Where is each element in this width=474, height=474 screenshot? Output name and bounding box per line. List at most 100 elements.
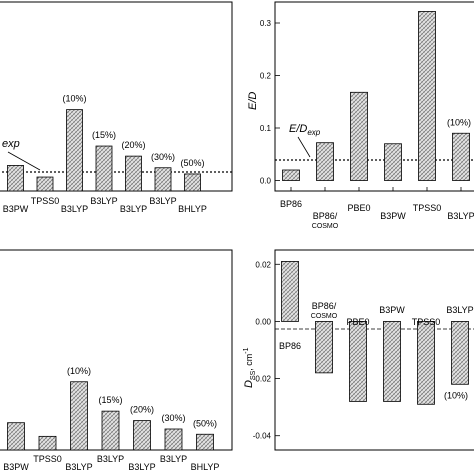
bottom-right-y-ticks: 0.02 0.00 -0.02 -0.04 (253, 260, 280, 441)
top-right-reference-arrow (297, 136, 311, 158)
top-left-bar-label: (15%) (92, 130, 116, 140)
bottom-right-category-label: BP86 (279, 341, 301, 351)
top-left-bar (154, 167, 172, 192)
bottom-left-bar (38, 435, 57, 451)
top-left-category-label: TPSS0 (31, 196, 60, 206)
panel-top-right: 0.0 0.1 0.2 0.3 BP86 BP86/COSMO PBE0 B3PW TPSS0… (247, 1, 474, 230)
bottom-left-bar-label: (20%) (130, 405, 154, 415)
top-left-bar-label: (50%) (180, 158, 204, 168)
bottom-right-bar-labels: (10%) (444, 390, 468, 400)
top-left-bar (125, 155, 142, 192)
bottom-right-y-tick-label: -0.04 (253, 432, 272, 441)
top-right-category-labels: BP86 BP86/COSMO PBE0 B3PW TPSS0 B3LYP (280, 199, 474, 230)
bottom-left-category-label: B3PW (3, 462, 29, 472)
top-right-category-label: B3PW (380, 211, 406, 221)
bottom-right-category-label: PBE0 (346, 317, 369, 327)
top-right-category-label: PBE0 (347, 203, 370, 213)
top-left-category-label: B3LYP (90, 196, 117, 206)
bottom-right-y-tick-label: 0.00 (255, 317, 271, 326)
bottom-left-category-label: B3LYP (65, 462, 92, 472)
bottom-left-bar (164, 428, 183, 451)
top-left-bar (7, 165, 24, 192)
bottom-right-y-tick-label: -0.02 (253, 375, 272, 384)
top-left-category-label: B3PW (3, 204, 29, 214)
bottom-right-y-tick-label: 0.02 (255, 260, 271, 269)
top-left-bar (36, 176, 54, 192)
top-right-bar-label: (10%) (447, 117, 471, 127)
bottom-right-bar-label: (10%) (444, 390, 468, 400)
bottom-left-bar-label: (15%) (98, 395, 122, 405)
top-left-bar (184, 173, 201, 192)
bottom-left-category-label: B3LYP (160, 454, 187, 464)
top-right-bar (384, 143, 402, 181)
top-right-category-label: BP86/ (313, 211, 338, 221)
bottom-left-bar (101, 410, 120, 451)
top-left-category-label: B3LYP (120, 204, 147, 214)
top-right-category-label: BP86 (280, 199, 302, 209)
top-left-bar-label: (30%) (151, 152, 175, 162)
bottom-left-category-label: BHLYP (191, 462, 220, 472)
top-right-category-label: B3LYP (447, 211, 474, 221)
top-right-bar-labels: (10%) (447, 117, 471, 127)
top-left-bar-labels: (10%) (15%) (20%) (30%) (50%) (62, 94, 204, 168)
top-right-y-axis-label: E/D (247, 92, 259, 110)
top-left-bar (95, 145, 113, 192)
top-right-y-tick-label: 0.2 (260, 72, 272, 81)
bottom-left-category-label: B3LYP (128, 462, 155, 472)
top-left-reference-label: exp (2, 138, 20, 150)
top-right-y-tick-label: 0.1 (260, 124, 272, 133)
bottom-left-bar-label: (50%) (193, 418, 217, 428)
bottom-right-bar (383, 321, 401, 402)
bottom-right-bar (451, 321, 469, 385)
bottom-right-category-sublabel: COSMO (311, 313, 338, 320)
top-left-bar-label: (10%) (62, 94, 86, 104)
top-right-axes-frame (274, 1, 474, 192)
top-right-x-ticks (290, 187, 462, 191)
bottom-left-category-label: TPSS0 (33, 454, 62, 464)
bottom-left-bar (133, 420, 151, 451)
bottom-left-bars (7, 381, 214, 451)
top-left-category-label: B3LYP (61, 204, 88, 214)
bottom-left-bar (7, 422, 25, 451)
top-right-y-tick-label: 0.3 (260, 19, 272, 28)
top-right-bars (282, 11, 470, 181)
top-right-y-ticks: 0.0 0.1 0.2 0.3 (260, 19, 280, 186)
bottom-right-y-axis-label: DSS, cm-1 (243, 347, 257, 388)
top-left-reference-arrow (7, 151, 41, 171)
top-left-bars (7, 109, 201, 192)
bottom-right-bar (349, 321, 367, 402)
top-right-bar (316, 142, 334, 181)
bottom-right-bars (281, 261, 469, 405)
bottom-right-category-label: BP86/ (312, 301, 337, 311)
top-left-axes-frame (0, 1, 233, 192)
bottom-right-axes-frame (274, 249, 474, 451)
panel-bottom-right: 0.02 0.00 -0.02 -0.04 BP86 BP86/COSMO PBE0 B3P… (243, 249, 474, 451)
bottom-right-bar (281, 261, 299, 322)
top-left-bar-label: (20%) (121, 140, 145, 150)
bottom-left-bar (196, 433, 214, 451)
top-right-bar (282, 169, 300, 181)
bottom-left-bar (70, 381, 88, 451)
bottom-right-bar (417, 321, 435, 405)
top-left-category-label: B3LYP (149, 196, 176, 206)
bottom-left-bar-labels: (10%) (15%) (20%) (30%) (50%) (67, 366, 217, 429)
bottom-right-category-label: B3PW (379, 305, 405, 315)
bottom-right-bar (315, 321, 333, 374)
top-right-y-tick-label: 0.0 (260, 177, 272, 186)
top-left-bar (66, 109, 83, 192)
top-right-bar (452, 132, 470, 181)
top-right-category-sublabel: COSMO (312, 223, 339, 230)
top-right-bar (418, 11, 436, 181)
top-right-category-label: TPSS0 (413, 203, 442, 213)
bottom-left-category-label: B3LYP (97, 454, 124, 464)
bottom-right-category-label: TPSS0 (412, 317, 441, 327)
top-right-reference-label: E/Dexp (289, 123, 321, 137)
top-left-category-label: BHLYP (178, 204, 207, 214)
bottom-left-bar-label: (30%) (161, 413, 185, 423)
top-right-bar (350, 91, 368, 181)
bottom-right-category-label: B3LYP (446, 305, 473, 315)
